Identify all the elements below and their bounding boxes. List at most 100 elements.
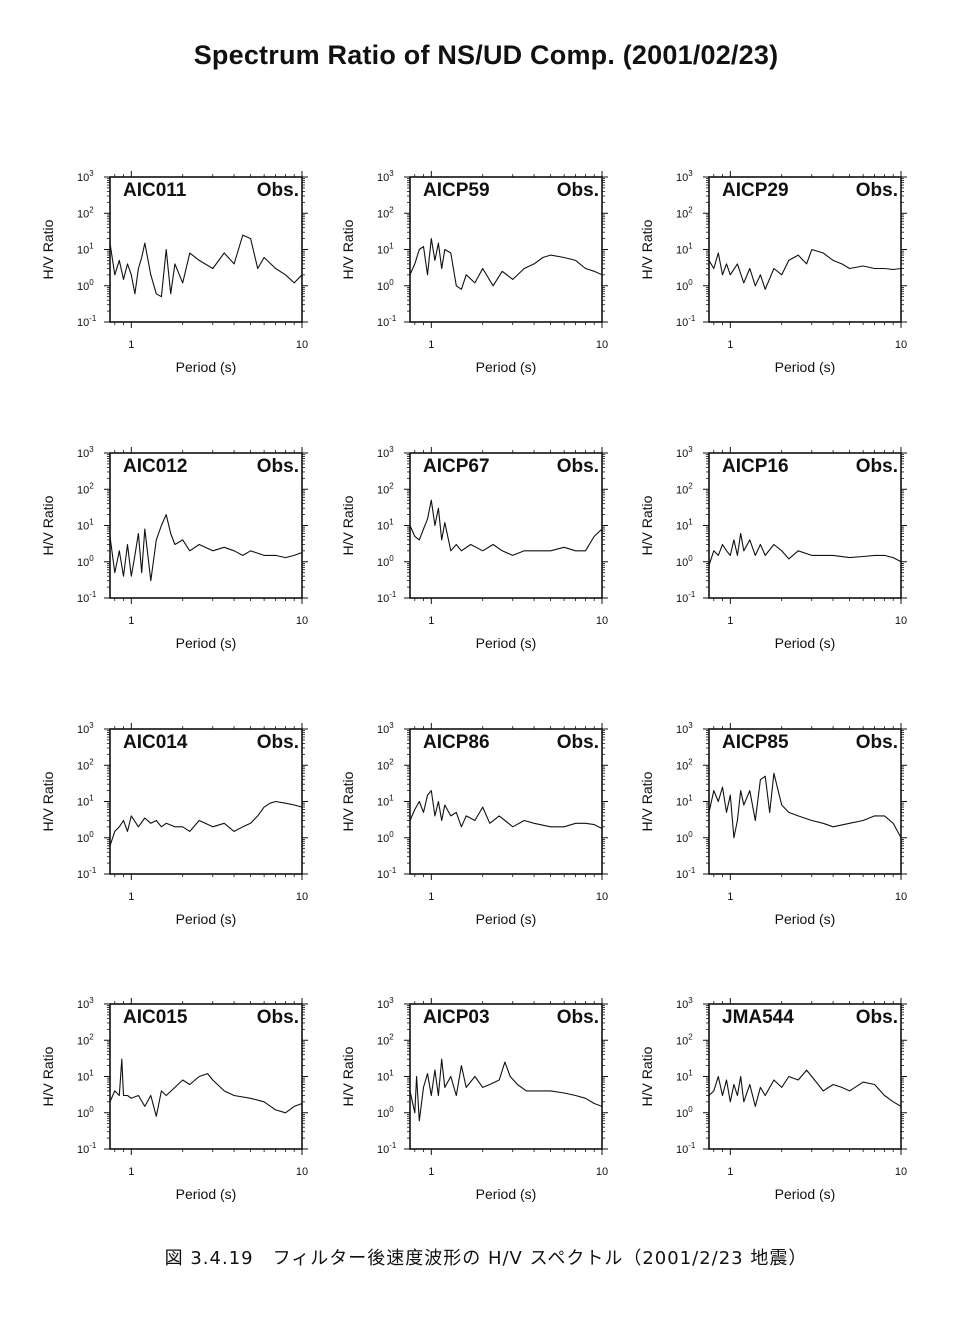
y-tick-label: 101 bbox=[377, 242, 394, 257]
x-tick-label: 10 bbox=[596, 615, 608, 627]
y-tick-label: 103 bbox=[77, 996, 94, 1011]
y-tick-label: 103 bbox=[676, 996, 693, 1011]
panel-aicp29: 103 102 101 100 10-1 1 10 Period (s) H/V Ratio AI… bbox=[639, 169, 907, 375]
panel-aicp03: 103 102 101 100 10-1 1 10 Period (s) H/V Ratio AI… bbox=[340, 996, 608, 1202]
x-tick-label: 10 bbox=[296, 339, 308, 351]
x-tick-label: 10 bbox=[596, 339, 608, 351]
y-tick-label: 10-1 bbox=[676, 866, 696, 881]
y-tick-label: 100 bbox=[77, 830, 94, 845]
obs-label: Obs. bbox=[856, 732, 898, 753]
y-tick-label: 10-1 bbox=[77, 590, 97, 605]
series-line bbox=[110, 514, 302, 582]
x-tick-label: 1 bbox=[428, 615, 434, 627]
y-axis-label: H/V Ratio bbox=[340, 1046, 356, 1106]
x-tick-label: 1 bbox=[128, 339, 134, 351]
y-tick-label: 101 bbox=[77, 518, 94, 533]
y-tick-label: 101 bbox=[676, 794, 693, 809]
series-line bbox=[110, 234, 302, 298]
x-axis-label: Period (s) bbox=[176, 1186, 237, 1202]
y-tick-label: 103 bbox=[676, 445, 693, 460]
y-tick-label: 100 bbox=[377, 830, 394, 845]
panel-aic011: 103 102 101 100 10-1 1 10 Period (s) H/V Ratio AI… bbox=[40, 169, 308, 375]
x-tick-label: 10 bbox=[596, 891, 608, 903]
y-tick-label: 102 bbox=[676, 757, 693, 772]
y-tick-label: 103 bbox=[77, 445, 94, 460]
y-tick-label: 102 bbox=[377, 757, 394, 772]
y-tick-label: 101 bbox=[676, 242, 693, 257]
obs-label: Obs. bbox=[557, 180, 599, 201]
x-axis-label: Period (s) bbox=[176, 911, 237, 927]
y-tick-label: 100 bbox=[676, 278, 693, 293]
y-tick-label: 10-1 bbox=[77, 866, 97, 881]
y-tick-label: 103 bbox=[377, 169, 394, 184]
x-axis-label: Period (s) bbox=[176, 635, 237, 651]
x-tick-label: 1 bbox=[128, 891, 134, 903]
panel-aic014: 103 102 101 100 10-1 1 10 Period (s) H/V Ratio AI… bbox=[40, 721, 308, 927]
series-line bbox=[410, 499, 602, 556]
station-label: AIC014 bbox=[123, 732, 188, 753]
y-tick-label: 102 bbox=[377, 205, 394, 220]
x-axis-label: Period (s) bbox=[775, 635, 836, 651]
y-tick-label: 101 bbox=[77, 794, 94, 809]
x-axis-label: Period (s) bbox=[476, 1186, 537, 1202]
station-label: AICP85 bbox=[722, 732, 789, 753]
x-tick-label: 10 bbox=[296, 615, 308, 627]
x-tick-label: 1 bbox=[128, 615, 134, 627]
station-label: AICP67 bbox=[423, 456, 490, 477]
obs-label: Obs. bbox=[257, 732, 299, 753]
x-tick-label: 1 bbox=[727, 339, 733, 351]
y-tick-label: 10-1 bbox=[77, 1141, 97, 1156]
series-line bbox=[110, 1058, 302, 1117]
x-tick-label: 10 bbox=[895, 1166, 907, 1178]
y-tick-label: 10-1 bbox=[377, 866, 397, 881]
x-axis-label: Period (s) bbox=[476, 911, 537, 927]
y-axis-label: H/V Ratio bbox=[639, 219, 655, 279]
series-line bbox=[709, 772, 901, 839]
station-label: AIC012 bbox=[123, 456, 187, 477]
panel-aicp86: 103 102 101 100 10-1 1 10 Period (s) H/V Ratio AI… bbox=[340, 721, 608, 927]
y-tick-label: 100 bbox=[377, 278, 394, 293]
panel-aicp85: 103 102 101 100 10-1 1 10 Period (s) H/V Ratio AI… bbox=[639, 721, 907, 927]
y-tick-label: 10-1 bbox=[77, 314, 97, 329]
series-line bbox=[709, 1069, 901, 1107]
y-tick-label: 102 bbox=[77, 205, 94, 220]
y-axis-label: H/V Ratio bbox=[40, 771, 56, 831]
panel-aic015: 103 102 101 100 10-1 1 10 Period (s) H/V Ratio AI… bbox=[40, 996, 308, 1202]
obs-label: Obs. bbox=[557, 1007, 599, 1028]
y-axis-label: H/V Ratio bbox=[639, 495, 655, 555]
x-tick-label: 10 bbox=[895, 615, 907, 627]
obs-label: Obs. bbox=[557, 456, 599, 477]
y-axis-label: H/V Ratio bbox=[40, 1046, 56, 1106]
y-tick-label: 10-1 bbox=[676, 1141, 696, 1156]
obs-label: Obs. bbox=[557, 732, 599, 753]
station-label: JMA544 bbox=[722, 1007, 794, 1028]
x-axis-label: Period (s) bbox=[176, 359, 237, 375]
series-line bbox=[410, 238, 602, 290]
y-tick-label: 10-1 bbox=[377, 1141, 397, 1156]
panel-aic012: 103 102 101 100 10-1 1 10 Period (s) H/V Ratio AI… bbox=[40, 445, 308, 651]
y-tick-label: 100 bbox=[676, 830, 693, 845]
y-tick-label: 10-1 bbox=[676, 590, 696, 605]
station-label: AIC011 bbox=[123, 180, 187, 201]
series-line bbox=[410, 790, 602, 829]
y-tick-label: 100 bbox=[77, 278, 94, 293]
y-tick-label: 102 bbox=[77, 1032, 94, 1047]
x-tick-label: 10 bbox=[296, 891, 308, 903]
y-tick-label: 100 bbox=[676, 1105, 693, 1120]
y-tick-label: 103 bbox=[77, 721, 94, 736]
station-label: AICP03 bbox=[423, 1007, 490, 1028]
y-tick-label: 102 bbox=[377, 1032, 394, 1047]
y-tick-label: 101 bbox=[377, 518, 394, 533]
y-tick-label: 100 bbox=[676, 554, 693, 569]
y-axis-label: H/V Ratio bbox=[639, 1046, 655, 1106]
y-axis-label: H/V Ratio bbox=[340, 771, 356, 831]
y-tick-label: 10-1 bbox=[377, 314, 397, 329]
figure-caption: 図 3.4.19 フィルター後速度波形の H/V スペクトル（2001/2/23… bbox=[164, 1248, 808, 1269]
panel-jma544: 103 102 101 100 10-1 1 10 Period (s) H/V Ratio JM… bbox=[639, 996, 907, 1202]
y-axis-label: H/V Ratio bbox=[40, 495, 56, 555]
y-tick-label: 101 bbox=[676, 1069, 693, 1084]
x-tick-label: 10 bbox=[596, 1166, 608, 1178]
y-axis-label: H/V Ratio bbox=[40, 219, 56, 279]
x-tick-label: 10 bbox=[895, 339, 907, 351]
station-label: AICP16 bbox=[722, 456, 789, 477]
